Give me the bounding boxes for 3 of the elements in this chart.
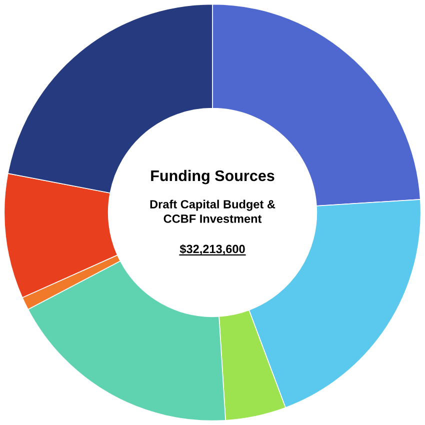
text: Draft Capital Budget & CCBF Investment — [150, 200, 276, 223]
text: $32,213,600 — [180, 244, 245, 255]
text: Funding Sources — [151, 170, 274, 184]
